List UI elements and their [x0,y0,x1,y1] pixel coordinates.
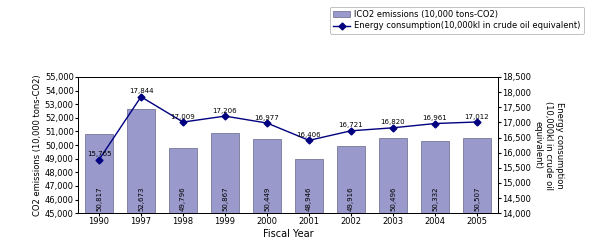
Bar [421,141,449,248]
Text: 50,449: 50,449 [264,186,270,211]
Text: 50,867: 50,867 [222,186,228,211]
Bar [337,146,365,248]
Text: 16,977: 16,977 [254,115,280,121]
Text: 50,332: 50,332 [432,186,438,211]
Text: 49,916: 49,916 [348,186,354,211]
Text: 49,796: 49,796 [180,186,186,211]
Bar [169,148,197,248]
Bar [127,109,155,248]
Text: 16,721: 16,721 [338,122,364,128]
Bar [379,138,407,248]
Text: 15,765: 15,765 [87,151,111,157]
Y-axis label: Energy consumption
(10,000kl in crude oil
equivalent): Energy consumption (10,000kl in crude oi… [534,101,564,189]
Text: 50,817: 50,817 [96,186,102,211]
Bar [85,134,113,248]
Text: 50,507: 50,507 [474,186,480,211]
Text: 16,820: 16,820 [380,119,406,125]
Bar [463,138,491,248]
Text: 17,009: 17,009 [170,114,196,120]
Text: 48,946: 48,946 [306,186,312,211]
Bar [253,139,281,248]
Text: 50,496: 50,496 [390,186,396,211]
Text: 52,673: 52,673 [138,186,144,211]
X-axis label: Fiscal Year: Fiscal Year [263,229,313,239]
Bar [211,133,239,248]
Text: 17,206: 17,206 [212,108,238,114]
Bar [295,159,323,248]
Text: 16,406: 16,406 [296,132,322,138]
Text: 17,012: 17,012 [464,114,490,120]
Legend: lCO2 emissions (10,000 tons-CO2), Energy consumption(10,000kl in crude oil equiv: lCO2 emissions (10,000 tons-CO2), Energy… [330,7,584,34]
Y-axis label: CO2 emissions (10,000 tons-CO2): CO2 emissions (10,000 tons-CO2) [33,74,42,216]
Text: 17,844: 17,844 [129,88,153,94]
Text: 16,961: 16,961 [422,115,448,121]
